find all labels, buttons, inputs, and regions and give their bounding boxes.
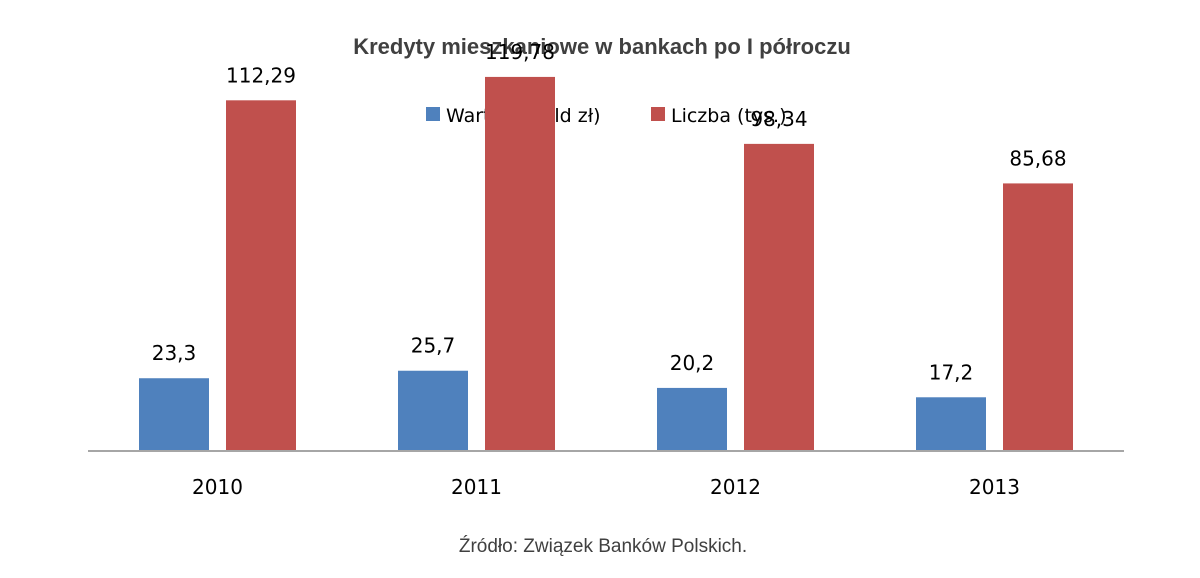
- bar-count-2013: [1003, 183, 1073, 451]
- source-note: Źródło: Związek Banków Polskich.: [459, 536, 747, 557]
- legend-swatch-count: [651, 107, 665, 121]
- x-tick-label-2011: 2011: [451, 475, 502, 499]
- data-label-count-2013: 85,68: [1009, 146, 1066, 170]
- bar-value-2012: [657, 387, 727, 451]
- legend-label-count: Liczba (tys.): [671, 105, 786, 127]
- data-label-value-2010: 23,3: [152, 341, 197, 365]
- plot-area: 23,3 112,29 2010 25,7 119,78 2011 20,2 98,34 201…: [139, 40, 1073, 499]
- bar-value-2010: [139, 378, 209, 451]
- x-tick-label-2013: 2013: [969, 475, 1020, 499]
- bar-count-2011: [485, 76, 555, 451]
- data-label-count-2010: 112,29: [226, 63, 296, 87]
- data-label-count-2011: 119,78: [485, 40, 555, 64]
- legend: Wartość (mld zł) Liczba (tys.): [426, 105, 786, 127]
- data-label-value-2011: 25,7: [411, 334, 456, 358]
- data-label-value-2013: 17,2: [929, 360, 974, 384]
- bar-count-2010: [226, 100, 296, 451]
- data-label-value-2012: 20,2: [670, 351, 715, 375]
- chart-title: Kredyty mieszkaniowe w bankach po I półr…: [353, 34, 851, 59]
- x-tick-label-2010: 2010: [192, 475, 243, 499]
- bar-value-2013: [916, 397, 986, 451]
- legend-swatch-value: [426, 107, 440, 121]
- bar-count-2012: [744, 143, 814, 451]
- data-label-count-2012: 98,34: [750, 107, 807, 131]
- bar-value-2011: [398, 370, 468, 451]
- x-tick-label-2012: 2012: [710, 475, 761, 499]
